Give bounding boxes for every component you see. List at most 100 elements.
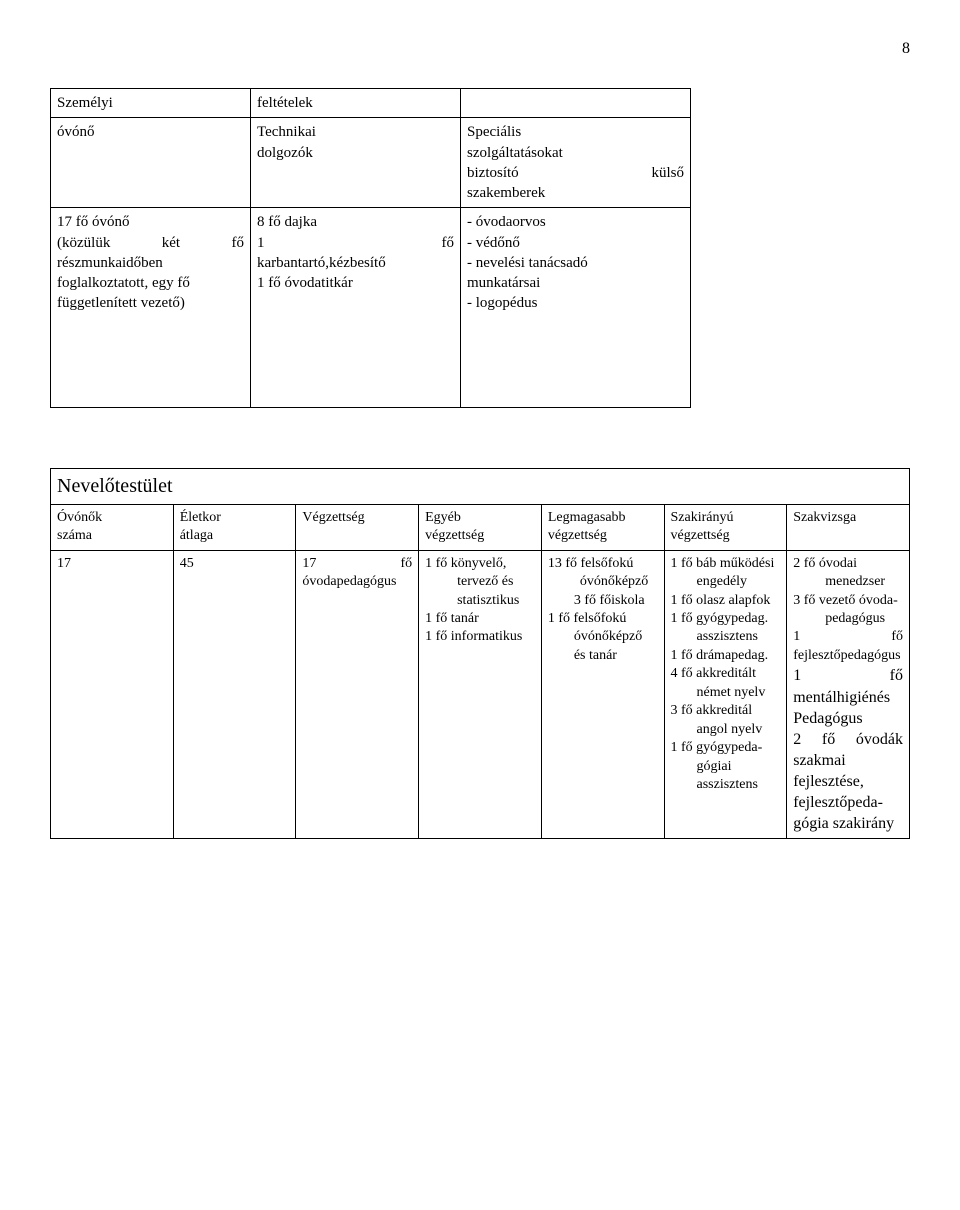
text: külső [651, 163, 684, 183]
text: asszisztens [671, 628, 781, 646]
header-cell: Életkor átlaga [173, 504, 296, 550]
page-number: 8 [50, 40, 910, 58]
text: 1 fő báb működési [671, 555, 781, 573]
text: Pedagógus [793, 708, 903, 729]
text: fő [890, 665, 903, 686]
text: 1 fő drámapedag. [671, 647, 781, 665]
text: asszisztens [671, 776, 781, 794]
table-title: Nevelőtestület [51, 469, 910, 504]
text: biztosító külső [467, 163, 684, 183]
cell-specialization: 1 fő báb működési engedély 1 fő olasz al… [664, 550, 787, 839]
text: menedzser [793, 573, 903, 591]
text: 8 fő dajka [257, 212, 454, 232]
text: német nyelv [671, 684, 781, 702]
text: munkatársai [467, 273, 684, 293]
text: gógia szakirány [793, 813, 903, 834]
header-cell: Végzettség [296, 504, 419, 550]
text: - óvodaorvos [467, 212, 684, 232]
cell-count: 17 [51, 550, 174, 839]
header-cell: Egyéb végzettség [419, 504, 542, 550]
text: fő [442, 233, 455, 253]
text: Óvónők [57, 509, 167, 527]
text: 17 [302, 555, 316, 573]
text: 2 fő óvodai [793, 555, 903, 573]
text: óvónőképző [548, 628, 658, 646]
text: 1 fő könyvelő, [425, 555, 535, 573]
text: - nevelési tanácsadó [467, 253, 684, 273]
text: 1 [257, 233, 265, 253]
table-header-row: Óvónők száma Életkor átlaga Végzettség E… [51, 504, 910, 550]
text: 2 [793, 729, 801, 750]
text: 17 fő [302, 555, 412, 573]
text: Egyéb [425, 509, 535, 527]
text: 1 fő felsőfokú [548, 610, 658, 628]
text: tervező és [425, 573, 535, 591]
text: biztosító [467, 163, 519, 183]
text: óvodák [856, 729, 903, 750]
header-cell: Szakvizsga [787, 504, 910, 550]
text: - védőnő [467, 233, 684, 253]
table-row: Személyi feltételek [51, 89, 691, 118]
text: két [162, 233, 180, 253]
text: részmunkaidőben [57, 253, 244, 273]
table-row: óvónő Technikai dolgozók Speciális szolg… [51, 118, 691, 208]
text: 1 fő [793, 665, 903, 686]
text: dolgozók [257, 143, 454, 163]
text: 1 fő gyógypeda- [671, 739, 781, 757]
text: szolgáltatásokat [467, 143, 684, 163]
text: karbantartó,kézbesítő [257, 253, 454, 273]
text: 1 fő [793, 628, 903, 646]
text: fő [822, 729, 835, 750]
text: Életkor [180, 509, 290, 527]
text: fő [232, 233, 245, 253]
header-cell: Szakirányú végzettség [664, 504, 787, 550]
text: 3 fő főiskola [548, 592, 658, 610]
text: Legmagasabb [548, 509, 658, 527]
cell-exam: 2 fő óvodai menedzser 3 fő vezető óvoda-… [787, 550, 910, 839]
text: 13 fő felsőfokú [548, 555, 658, 573]
text: fejlesztése, [793, 771, 903, 792]
cell-staff-count: 17 fő óvónő (közülük két fő részmunkaidő… [51, 208, 251, 408]
text: engedély [671, 573, 781, 591]
text: 17 fő óvónő [57, 212, 244, 232]
text: 1 fő tanár [425, 610, 535, 628]
text: gógiai [671, 758, 781, 776]
text: statisztikus [425, 592, 535, 610]
text: 1 [793, 628, 800, 646]
header-empty [461, 89, 691, 118]
educator-body-table: Nevelőtestület Óvónők száma Életkor átla… [50, 468, 910, 839]
text: 1 fő olasz alapfok [671, 592, 781, 610]
text: végzettség [671, 527, 781, 545]
text: 1 fő gyógypedag. [671, 610, 781, 628]
table-row: Nevelőtestület [51, 469, 910, 504]
header-cell: Legmagasabb végzettség [541, 504, 664, 550]
cell-highest-qual: 13 fő felsőfokú óvónőképző 3 fő főiskola… [541, 550, 664, 839]
header-conditions: feltételek [251, 89, 461, 118]
text: Szakirányú [671, 509, 781, 527]
header-personal: Személyi [51, 89, 251, 118]
table-row: 17 45 17 fő óvodapedagógus 1 fő könyvelő… [51, 550, 910, 839]
text: 1 fő informatikus [425, 628, 535, 646]
personnel-conditions-table: Személyi feltételek óvónő Technikai dolg… [50, 88, 691, 408]
cell-special-services: - óvodaorvos - védőnő - nevelési tanácsa… [461, 208, 691, 408]
text: Technikai [257, 122, 454, 142]
cell-ovono: óvónő [51, 118, 251, 208]
text: fő [400, 555, 412, 573]
text: és tanár [548, 647, 658, 665]
text: fejlesztőpedagógus [793, 647, 903, 665]
text: szakmai [793, 750, 903, 771]
text: 4 fő akkreditált [671, 665, 781, 683]
cell-qualification: 17 fő óvodapedagógus [296, 550, 419, 839]
text: óvodapedagógus [302, 573, 412, 591]
text: óvónőképző [548, 573, 658, 591]
text: fő [891, 628, 903, 646]
table-row: 17 fő óvónő (közülük két fő részmunkaidő… [51, 208, 691, 408]
text: szakemberek [467, 183, 684, 203]
text: 1 fő [257, 233, 454, 253]
text: - logopédus [467, 293, 684, 313]
text: pedagógus [793, 610, 903, 628]
cell-specialis: Speciális szolgáltatásokat biztosító kül… [461, 118, 691, 208]
text: foglalkoztatott, egy fő [57, 273, 244, 293]
cell-other-qual: 1 fő könyvelő, tervező és statisztikus 1… [419, 550, 542, 839]
text: végzettség [425, 527, 535, 545]
